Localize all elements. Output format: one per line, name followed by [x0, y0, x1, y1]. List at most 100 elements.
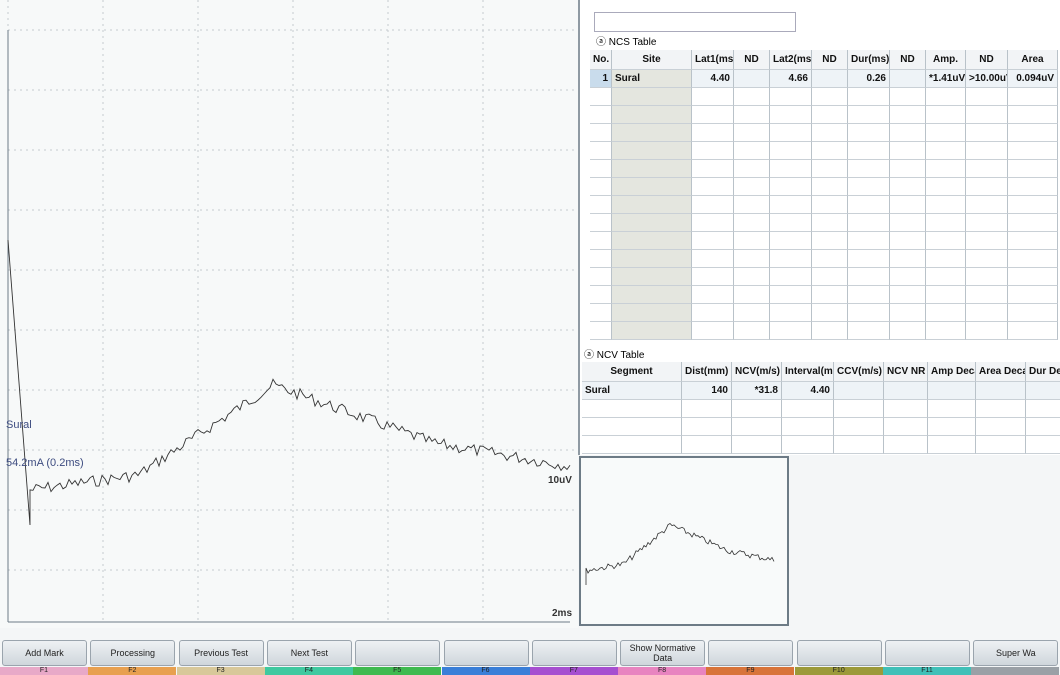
empty-cell	[926, 178, 966, 196]
function-button[interactable]: Processing	[90, 640, 176, 666]
empty-cell	[812, 214, 848, 232]
empty-cell	[692, 304, 734, 322]
empty-cell	[734, 250, 770, 268]
empty-cell	[734, 304, 770, 322]
empty-cell	[770, 268, 812, 286]
function-button[interactable]: Show Normative Data	[620, 640, 706, 666]
function-button[interactable]: Previous Test	[178, 640, 264, 666]
empty-cell	[966, 232, 1008, 250]
blank-button[interactable]	[708, 640, 794, 666]
empty-cell	[734, 160, 770, 178]
table-cell: 0.26	[848, 70, 890, 88]
empty-cell	[590, 160, 612, 178]
empty-cell	[848, 160, 890, 178]
blank-button[interactable]	[355, 640, 441, 666]
empty-cell	[966, 322, 1008, 340]
empty-cell	[966, 160, 1008, 178]
empty-cell	[834, 382, 884, 400]
empty-cell	[966, 214, 1008, 232]
empty-cell	[966, 268, 1008, 286]
empty-cell	[890, 268, 926, 286]
blank-button[interactable]	[531, 640, 617, 666]
panel-bg	[0, 0, 578, 628]
empty-cell	[770, 286, 812, 304]
empty-cell	[1008, 250, 1058, 268]
empty-cell	[770, 178, 812, 196]
column-header: Amp.	[926, 50, 966, 70]
empty-cell	[890, 286, 926, 304]
function-key: F5	[353, 667, 442, 675]
empty-cell	[782, 418, 834, 436]
inset-frame	[579, 456, 789, 626]
empty-cell	[612, 160, 692, 178]
empty-cell	[848, 322, 890, 340]
empty-cell	[926, 214, 966, 232]
empty-cell	[692, 286, 734, 304]
empty-cell	[966, 88, 1008, 106]
empty-cell	[770, 124, 812, 142]
empty-cell	[590, 304, 612, 322]
empty-cell	[890, 124, 926, 142]
column-header: Area Decay	[976, 362, 1026, 382]
empty-cell	[848, 106, 890, 124]
empty-cell	[812, 142, 848, 160]
empty-cell	[590, 196, 612, 214]
function-key	[971, 667, 1060, 675]
column-header: CCV(m/s)	[834, 362, 884, 382]
empty-cell	[590, 322, 612, 340]
empty-cell	[734, 88, 770, 106]
empty-cell	[692, 160, 734, 178]
function-button[interactable]: Next Test	[266, 640, 352, 666]
empty-cell	[612, 142, 692, 160]
empty-cell	[782, 400, 834, 418]
function-button[interactable]: Super Wa	[973, 640, 1059, 666]
empty-cell	[926, 268, 966, 286]
empty-cell	[612, 250, 692, 268]
empty-cell	[770, 196, 812, 214]
stimulus-label: 54.2mA (0.2ms)	[6, 457, 84, 469]
empty-cell	[770, 214, 812, 232]
empty-cell	[812, 88, 848, 106]
empty-cell	[770, 250, 812, 268]
blank-button[interactable]	[443, 640, 529, 666]
function-button[interactable]: Add Mark	[2, 640, 87, 666]
empty-cell	[848, 304, 890, 322]
empty-cell	[612, 88, 692, 106]
table-cell: Sural	[582, 382, 682, 400]
empty-cell	[1008, 178, 1058, 196]
empty-cell	[692, 124, 734, 142]
empty-cell	[890, 70, 926, 88]
empty-cell	[928, 436, 976, 454]
column-header: Dist(mm)	[682, 362, 732, 382]
tables-panel: ⓐ NCS Table No. 1 Site Sural Lat1(ms) 4.40 ND L…	[578, 0, 1060, 455]
empty-cell	[812, 322, 848, 340]
empty-cell	[612, 124, 692, 142]
empty-cell	[734, 232, 770, 250]
blank-button[interactable]	[885, 640, 970, 666]
empty-cell	[692, 214, 734, 232]
column-header: Area	[1008, 50, 1058, 70]
function-key: F2	[88, 667, 177, 675]
empty-cell	[966, 250, 1008, 268]
empty-cell	[890, 160, 926, 178]
waveform-panel: Sural 54.2mA (0.2ms) 10uV 2ms ady	[0, 0, 578, 628]
empty-cell	[848, 196, 890, 214]
inset-trace	[585, 522, 775, 585]
function-key: F11	[883, 667, 971, 675]
empty-cell	[734, 214, 770, 232]
empty-cell	[770, 232, 812, 250]
empty-cell	[590, 232, 612, 250]
empty-cell	[1008, 88, 1058, 106]
empty-cell	[734, 322, 770, 340]
column-header: Amp Decay	[928, 362, 976, 382]
empty-cell	[966, 286, 1008, 304]
empty-cell	[612, 286, 692, 304]
column-header: NCV NR	[884, 362, 928, 382]
table-cell: 140	[682, 382, 732, 400]
function-key: F7	[529, 667, 618, 675]
empty-cell	[732, 400, 782, 418]
empty-cell	[732, 436, 782, 454]
empty-cell	[1026, 436, 1060, 454]
empty-cell	[1008, 106, 1058, 124]
blank-button[interactable]	[796, 640, 882, 666]
